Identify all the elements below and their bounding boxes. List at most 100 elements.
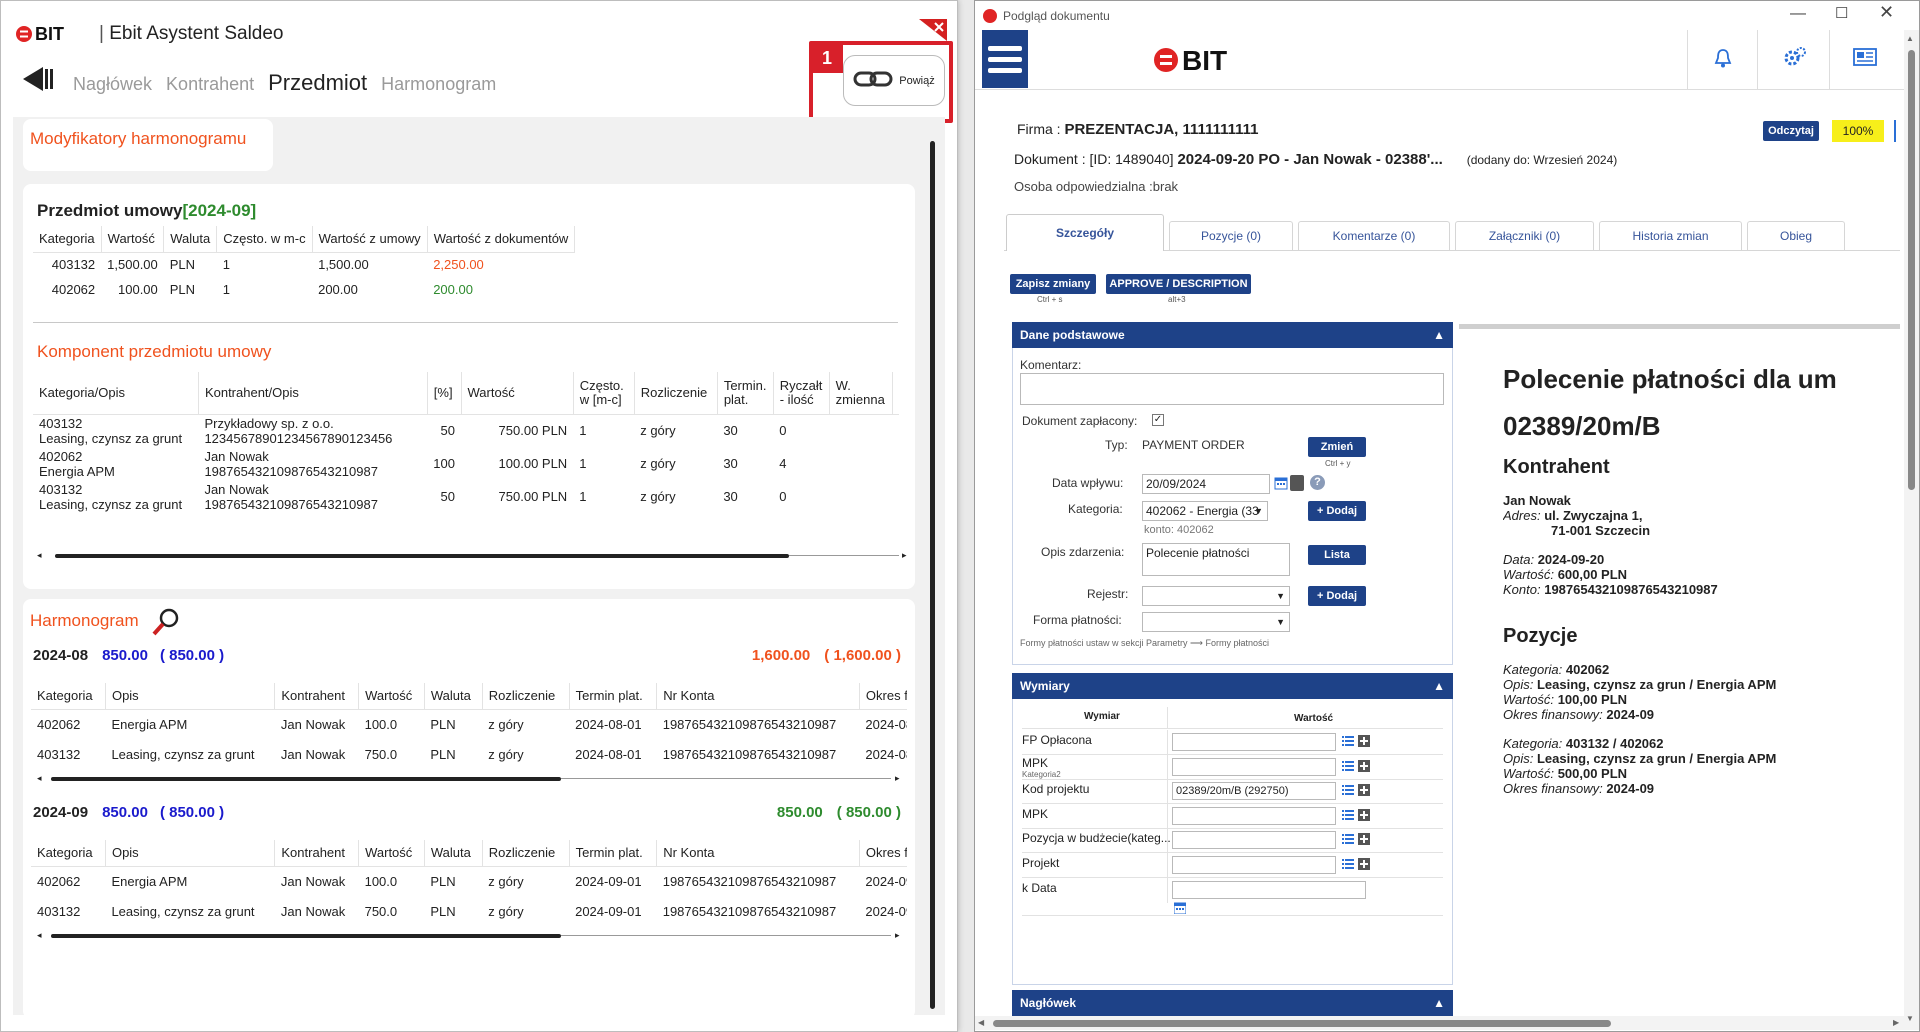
- lista-button[interactable]: Lista: [1308, 545, 1366, 565]
- schedule-col-header[interactable]: Kategoria: [31, 840, 106, 867]
- basic-panel-header[interactable]: Dane podstawowe ▲: [1012, 322, 1453, 348]
- modifiers-card[interactable]: Modyfikatory harmonogramu: [23, 119, 273, 171]
- magnifier-icon[interactable]: [151, 607, 181, 640]
- component-col-header[interactable]: Termin. plat.: [717, 372, 774, 415]
- list-icon[interactable]: [1342, 735, 1354, 750]
- schedule-col-header[interactable]: Nr Konta: [656, 683, 860, 710]
- schedule-hscroll-thumb[interactable]: [51, 934, 561, 938]
- schedule-col-header[interactable]: Waluta: [424, 683, 483, 710]
- component-col-header[interactable]: Rozliczenie: [634, 372, 718, 415]
- tab-zalaczniki[interactable]: Załączniki (0): [1455, 221, 1594, 250]
- schedule-hscroll-thumb[interactable]: [51, 777, 561, 781]
- component-col-header[interactable]: Często. w [m-c]: [573, 372, 635, 415]
- schedule-col-header[interactable]: Kategoria: [31, 683, 106, 710]
- link-button[interactable]: Powiąż: [843, 55, 945, 106]
- right-vscrollbar[interactable]: ▲ ▼: [1904, 30, 1919, 1030]
- scroll-right-icon[interactable]: ▸: [895, 930, 900, 940]
- bell-icon[interactable]: [1714, 48, 1732, 71]
- subject-col-header[interactable]: Wartość z dokumentów: [427, 226, 576, 253]
- list-icon[interactable]: [1342, 809, 1354, 824]
- dimension-input[interactable]: 02389/20m/B (292750): [1172, 782, 1336, 801]
- opis-input[interactable]: Polecenie płatności: [1142, 543, 1290, 576]
- list-icon[interactable]: [1342, 760, 1354, 775]
- component-col-header[interactable]: [%]: [427, 372, 462, 415]
- subject-col-header[interactable]: Kategoria: [33, 226, 102, 253]
- zoom-level[interactable]: 100%: [1832, 120, 1884, 142]
- list-icon[interactable]: [1342, 833, 1354, 848]
- scroll-left-icon[interactable]: ◂: [37, 930, 42, 940]
- settings-gears-icon[interactable]: [1783, 46, 1807, 71]
- tab-obieg[interactable]: Obieg: [1747, 221, 1845, 250]
- schedule-col-header[interactable]: Opis: [105, 683, 276, 710]
- collapse-icon[interactable]: ▲: [1433, 328, 1445, 342]
- read-button[interactable]: Odczytaj: [1763, 121, 1819, 141]
- schedule-col-header[interactable]: Rozliczenie: [482, 683, 570, 710]
- close-icon[interactable]: [917, 19, 947, 41]
- plus-icon[interactable]: [1358, 833, 1370, 848]
- tab-harmonogram[interactable]: Harmonogram: [381, 74, 497, 94]
- add-kategoria-button[interactable]: + Dodaj: [1308, 501, 1366, 521]
- collapse-icon[interactable]: ▲: [1433, 679, 1445, 693]
- list-icon[interactable]: [1342, 784, 1354, 799]
- component-col-header[interactable]: Kontrahent/Opis: [198, 372, 428, 415]
- schedule-col-header[interactable]: Kontrahent: [274, 840, 360, 867]
- modifiers-title[interactable]: Modyfikatory harmonogramu: [30, 129, 247, 148]
- dims-panel-header[interactable]: Wymiary ▲: [1012, 673, 1453, 699]
- schedule-col-header[interactable]: Wartość: [358, 683, 425, 710]
- dimension-input[interactable]: [1172, 806, 1336, 825]
- dimension-input[interactable]: [1172, 856, 1336, 874]
- news-icon[interactable]: [1853, 48, 1877, 69]
- plus-icon[interactable]: [1358, 759, 1370, 775]
- tab-komentarze[interactable]: Komentarze (0): [1298, 221, 1450, 250]
- tab-przedmiot[interactable]: Przedmiot: [268, 70, 368, 95]
- save-button[interactable]: Zapisz zmiany: [1010, 274, 1096, 294]
- dimension-input[interactable]: [1172, 880, 1366, 899]
- tab-pozycje[interactable]: Pozycje (0): [1169, 221, 1293, 250]
- calendar-icon[interactable]: [1173, 902, 1187, 917]
- plus-icon[interactable]: [1358, 808, 1370, 824]
- schedule-col-header[interactable]: Termin plat.: [569, 683, 658, 710]
- collapse-icon[interactable]: ▲: [1433, 996, 1445, 1010]
- tab-naglowek[interactable]: Nagłówek: [73, 74, 153, 94]
- component-col-header[interactable]: W. zmienna: [829, 372, 894, 415]
- subject-col-header[interactable]: Waluta: [163, 226, 218, 253]
- schedule-col-header[interactable]: Okres fin: [859, 683, 907, 710]
- schedule-col-header[interactable]: Waluta: [424, 840, 483, 867]
- scroll-right-icon[interactable]: ▸: [902, 550, 907, 560]
- hamburger-menu-icon[interactable]: [982, 30, 1028, 88]
- component-col-header[interactable]: Kalk: [892, 372, 899, 415]
- change-button[interactable]: Zmień: [1308, 437, 1366, 457]
- subject-col-header[interactable]: Wartość: [101, 226, 165, 253]
- scroll-right-icon[interactable]: ▸: [895, 773, 900, 783]
- schedule-col-header[interactable]: Kontrahent: [274, 683, 360, 710]
- back-arrow-icon[interactable]: [21, 65, 55, 93]
- schedule-col-header[interactable]: Nr Konta: [656, 840, 860, 867]
- component-col-header[interactable]: Kategoria/Opis: [33, 372, 199, 415]
- help-icon[interactable]: ?: [1310, 475, 1325, 490]
- calendar-icon[interactable]: [1274, 476, 1288, 493]
- plus-icon[interactable]: [1358, 858, 1370, 873]
- scroll-left-icon[interactable]: ◂: [37, 550, 42, 560]
- subject-col-header[interactable]: Często. w m-c: [216, 226, 313, 253]
- tab-szczegoly[interactable]: Szczegóły: [1006, 214, 1164, 251]
- spinner-icon[interactable]: [1290, 475, 1304, 491]
- date-input[interactable]: 20/09/2024: [1142, 474, 1270, 494]
- component-col-header[interactable]: Wartość: [461, 372, 574, 415]
- window-close-icon[interactable]: ✕: [1879, 2, 1895, 22]
- tab-kontrahent[interactable]: Kontrahent: [166, 74, 255, 94]
- rejestr-select[interactable]: ▼: [1142, 586, 1290, 606]
- component-col-header[interactable]: Ryczałt - ilość: [773, 372, 830, 415]
- add-rejestr-button[interactable]: + Dodaj: [1308, 586, 1366, 606]
- forma-select[interactable]: ▼: [1142, 612, 1290, 632]
- schedule-col-header[interactable]: Wartość: [358, 840, 425, 867]
- dimension-input[interactable]: [1172, 733, 1336, 751]
- minimize-icon[interactable]: —: [1790, 5, 1806, 22]
- kategoria-select[interactable]: 402062 - Energia (33 ▼: [1142, 501, 1268, 521]
- schedule-col-header[interactable]: Termin plat.: [569, 840, 658, 867]
- schedule-col-header[interactable]: Rozliczenie: [482, 840, 570, 867]
- scroll-left-icon[interactable]: ◂: [37, 773, 42, 783]
- schedule-col-header[interactable]: Okres fin: [859, 840, 907, 867]
- right-hscrollbar[interactable]: ◀ ▶: [975, 1016, 1904, 1030]
- dimension-input[interactable]: [1172, 831, 1336, 850]
- subject-col-header[interactable]: Wartość z umowy: [312, 226, 428, 253]
